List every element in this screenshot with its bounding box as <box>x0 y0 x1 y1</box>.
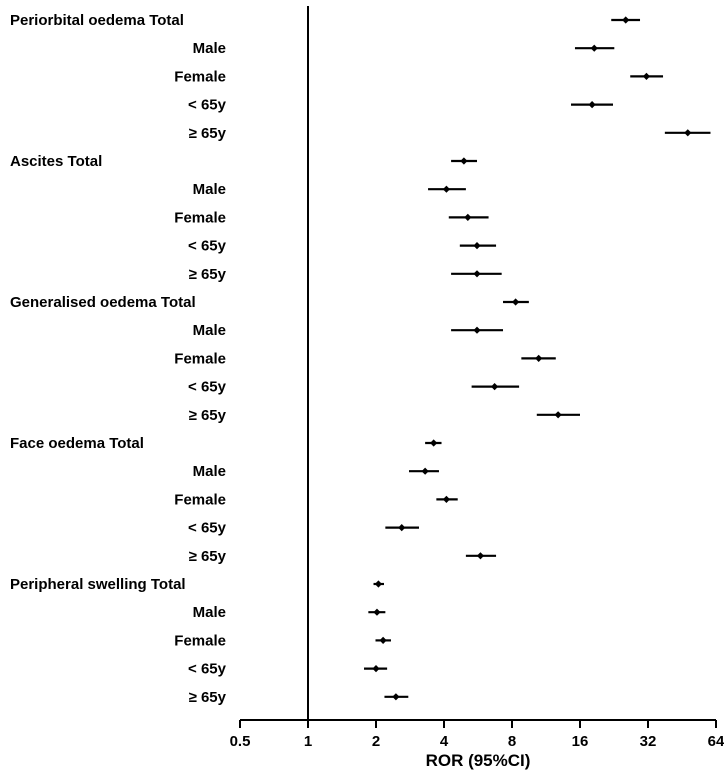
subgroup-label: ≥ 65y <box>189 266 227 283</box>
subgroup-row: < 65y <box>188 379 520 396</box>
subgroup-row: < 65y <box>188 661 388 678</box>
subgroup-label: Male <box>193 463 226 480</box>
group-row: Ascites Total <box>10 153 478 170</box>
subgroup-row: ≥ 65y <box>189 125 711 142</box>
x-tick-label: 64 <box>708 733 724 750</box>
x-axis-title: ROR (95%CI) <box>426 751 531 770</box>
subgroup-label: < 65y <box>188 520 227 537</box>
x-tick-label: 32 <box>640 733 657 750</box>
subgroup-label: Male <box>193 322 226 339</box>
group-label: Generalised oedema Total <box>10 294 196 311</box>
subgroup-row: Male <box>193 40 615 57</box>
x-axis: 0.5 1 2 4 8 16 32 64 <box>230 6 724 750</box>
estimate-point <box>590 44 598 52</box>
estimate-point <box>684 129 692 137</box>
estimate-point <box>421 467 429 475</box>
subgroup-label: ≥ 65y <box>189 125 227 142</box>
subgroup-row: Male <box>193 463 439 480</box>
estimate-point <box>372 665 380 673</box>
subgroup-row: Male <box>193 181 466 198</box>
estimate-point <box>473 242 481 250</box>
subgroup-row: ≥ 65y <box>189 266 502 283</box>
estimate-point <box>464 213 472 221</box>
subgroup-row: Male <box>193 604 386 621</box>
subgroup-label: Male <box>193 40 226 57</box>
subgroup-label: ≥ 65y <box>189 689 227 706</box>
subgroup-label: Female <box>174 209 226 226</box>
estimate-point <box>622 16 630 24</box>
group-row: Generalised oedema Total <box>10 294 529 311</box>
estimate-point <box>442 495 451 503</box>
subgroup-row: < 65y <box>188 520 419 537</box>
subgroup-row: Male <box>193 322 504 339</box>
estimate-point <box>460 157 468 165</box>
estimate-point <box>374 580 383 588</box>
estimate-point <box>588 101 596 109</box>
subgroup-label: < 65y <box>188 97 227 114</box>
estimate-point <box>473 326 481 334</box>
estimate-point <box>642 72 651 80</box>
subgroup-row: ≥ 65y <box>189 407 580 424</box>
x-tick-label: 8 <box>508 733 516 750</box>
rows-layer: Periorbital oedema Total Male Female < 65y ≥… <box>10 12 711 706</box>
estimate-point <box>512 298 520 306</box>
estimate-point <box>535 354 543 362</box>
x-tick-label: 1 <box>304 733 312 750</box>
subgroup-label: < 65y <box>188 238 227 255</box>
group-label: Periorbital oedema Total <box>10 12 184 29</box>
estimate-point <box>430 439 438 447</box>
subgroup-label: Female <box>174 68 226 85</box>
subgroup-label: Male <box>193 604 226 621</box>
subgroup-label: ≥ 65y <box>189 407 227 424</box>
subgroup-label: Male <box>193 181 226 198</box>
subgroup-label: Female <box>174 491 226 508</box>
x-tick-label: 4 <box>440 733 449 750</box>
x-tick-label: 2 <box>372 733 380 750</box>
subgroup-row: Female <box>174 209 489 226</box>
estimate-point <box>398 524 406 532</box>
x-tick-label: 16 <box>572 733 589 750</box>
estimate-point <box>392 693 400 701</box>
x-tick-label: 0.5 <box>230 733 251 750</box>
group-row: Face oedema Total <box>10 435 442 452</box>
estimate-point <box>373 608 381 616</box>
subgroup-row: Female <box>174 491 458 508</box>
subgroup-label: < 65y <box>188 379 227 396</box>
group-row: Peripheral swelling Total <box>10 576 385 593</box>
subgroup-row: ≥ 65y <box>189 548 497 565</box>
group-row: Periorbital oedema Total <box>10 12 641 29</box>
estimate-point <box>554 411 562 419</box>
estimate-point <box>491 383 499 391</box>
group-label: Ascites Total <box>10 153 102 170</box>
estimate-point <box>476 552 485 560</box>
estimate-point <box>473 270 481 278</box>
subgroup-row: Female <box>174 632 391 649</box>
subgroup-label: ≥ 65y <box>189 548 227 565</box>
subgroup-label: Female <box>174 350 226 367</box>
estimate-point <box>442 185 451 193</box>
group-label: Peripheral swelling Total <box>10 576 186 593</box>
subgroup-row: Female <box>174 350 556 367</box>
subgroup-label: < 65y <box>188 661 227 678</box>
subgroup-label: Female <box>174 632 226 649</box>
estimate-point <box>379 636 387 644</box>
subgroup-row: < 65y <box>188 238 497 255</box>
subgroup-row: Female <box>174 68 664 85</box>
subgroup-row: ≥ 65y <box>189 689 409 706</box>
group-label: Face oedema Total <box>10 435 144 452</box>
subgroup-row: < 65y <box>188 97 614 114</box>
